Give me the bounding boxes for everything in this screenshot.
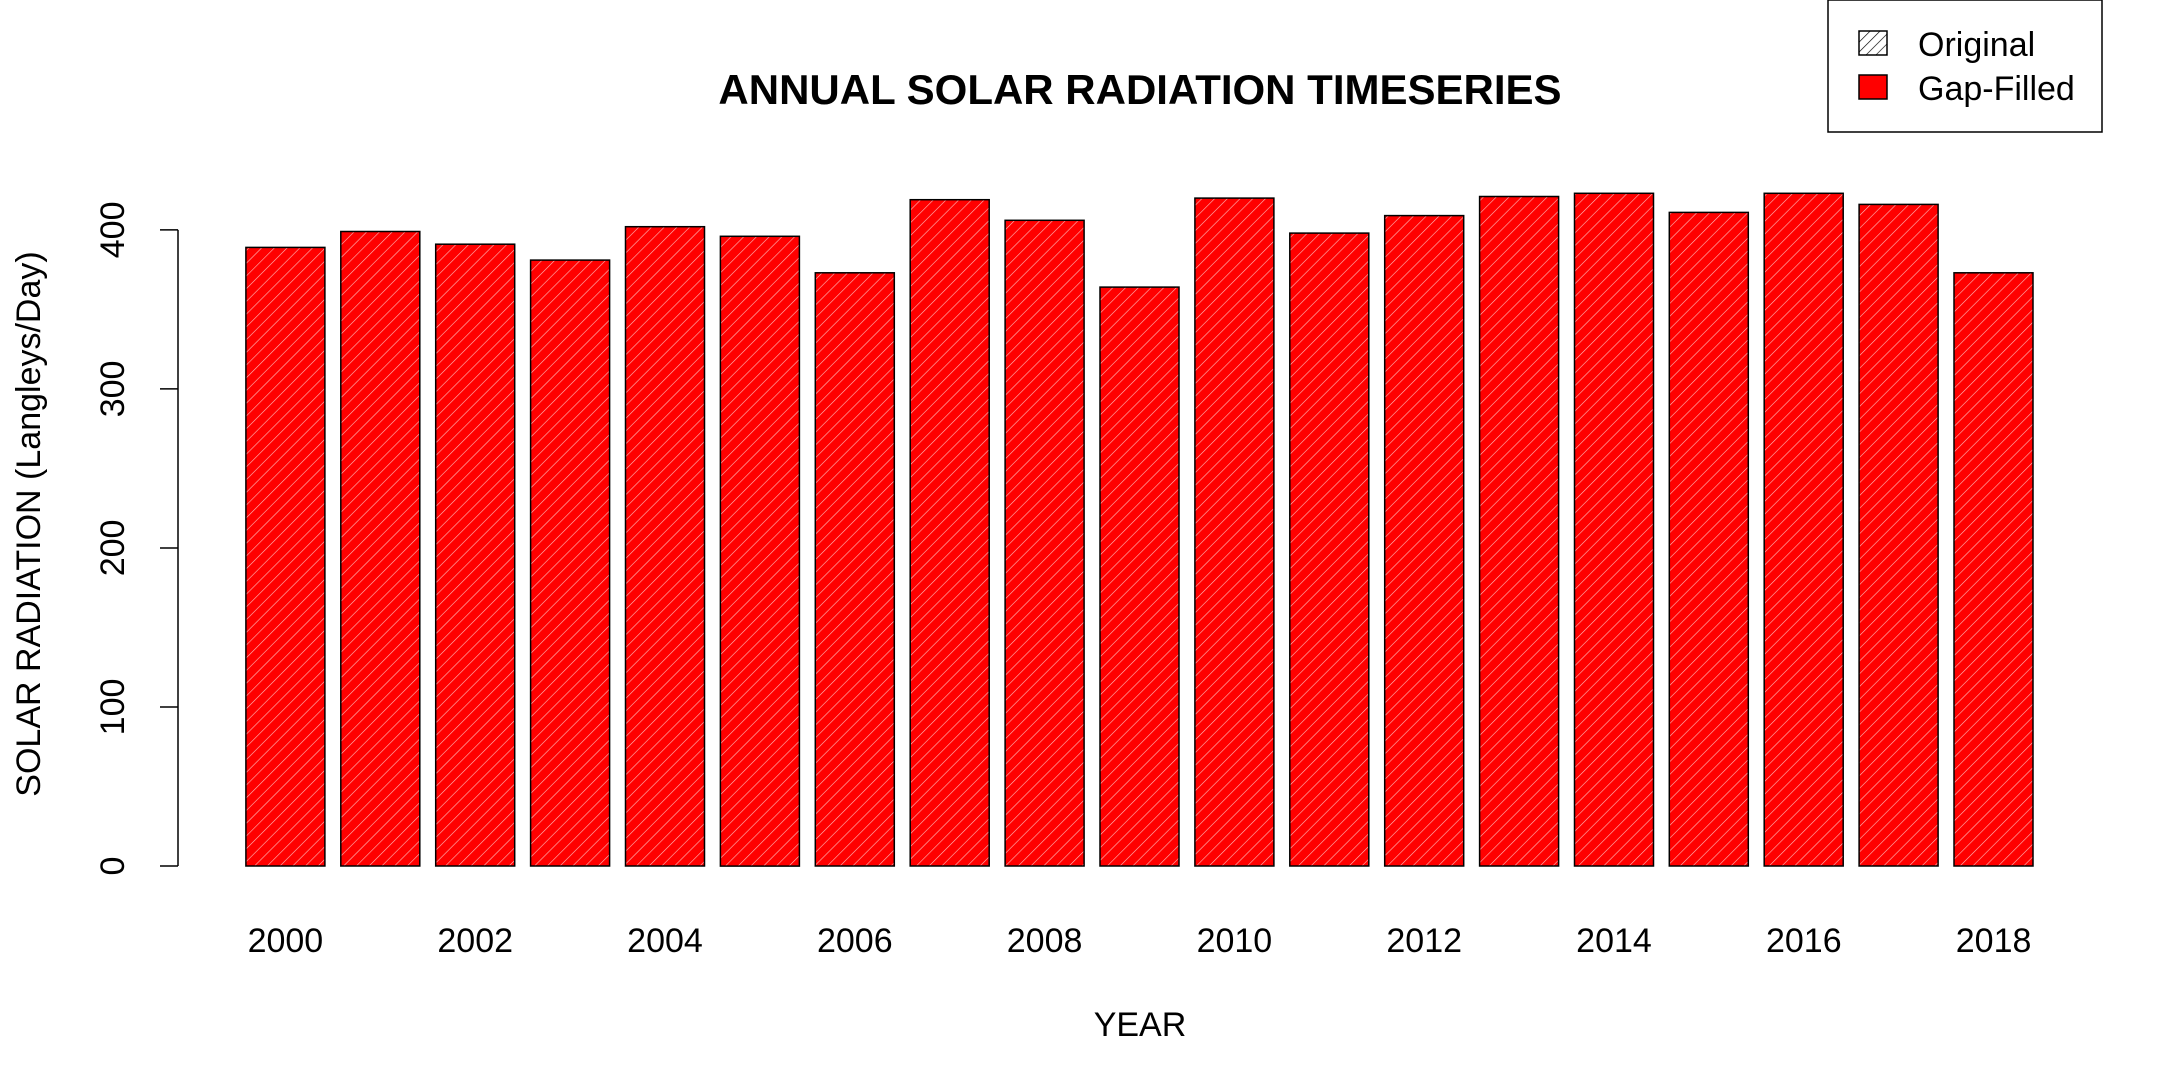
x-axis: 2000 2002 2004 2006 2008 2010 2012 2014 2016 2018: [248, 922, 2032, 960]
bar-2007: [909, 198, 990, 867]
x-tick-label-2012: 2012: [1386, 922, 1462, 960]
bar-2005: [719, 235, 801, 867]
bar-2013: [1478, 195, 1560, 867]
x-axis-title: YEAR: [1094, 1006, 1187, 1044]
legend-swatch-gap-filled: [1858, 74, 1888, 100]
bar-2018: [1953, 272, 2034, 867]
bar-2004: [624, 225, 706, 867]
bar-2010: [1194, 197, 1275, 867]
y-tick-label-200: 200: [94, 520, 132, 577]
legend-label-original: Original: [1918, 26, 2035, 64]
bars-group: [245, 192, 2034, 867]
y-tick-label-400: 400: [94, 202, 132, 259]
bar-2000: [245, 246, 326, 867]
y-tick-label-300: 300: [94, 361, 132, 418]
bar-2012: [1383, 214, 1465, 867]
y-axis: 0 100 200 300 400: [94, 202, 179, 876]
x-tick-label-2014: 2014: [1576, 922, 1652, 960]
legend: Original Gap-Filled: [1827, 0, 2103, 133]
x-tick-label-2016: 2016: [1766, 922, 1842, 960]
legend-box: [1827, 0, 2103, 133]
bar-2015: [1668, 211, 1750, 867]
x-tick-label-2006: 2006: [817, 922, 893, 960]
y-tick-label-100: 100: [94, 679, 132, 736]
x-tick-label-2010: 2010: [1197, 922, 1273, 960]
bar-2008: [1004, 219, 1085, 867]
legend-swatch-original: [1858, 30, 1888, 56]
bar-2011: [1289, 232, 1370, 867]
chart-title: ANNUAL SOLAR RADIATION TIMESERIES: [718, 66, 1561, 113]
bar-2017: [1858, 203, 1939, 867]
bar-2016: [1763, 192, 1844, 867]
x-tick-label-2000: 2000: [248, 922, 324, 960]
bar-2009: [1099, 286, 1180, 867]
x-tick-label-2004: 2004: [627, 922, 703, 960]
x-tick-label-2018: 2018: [1956, 922, 2032, 960]
legend-label-gap-filled: Gap-Filled: [1918, 70, 2075, 108]
bar-2014: [1573, 192, 1655, 867]
x-tick-label-2008: 2008: [1007, 922, 1083, 960]
y-tick-label-0: 0: [94, 857, 132, 876]
bar-2002: [434, 243, 516, 867]
bar-2006: [814, 272, 896, 867]
bar-2001: [340, 230, 421, 867]
y-axis-title: SOLAR RADIATION (Langleys/Day): [10, 251, 48, 796]
bar-2003: [529, 259, 611, 867]
x-tick-label-2002: 2002: [437, 922, 513, 960]
